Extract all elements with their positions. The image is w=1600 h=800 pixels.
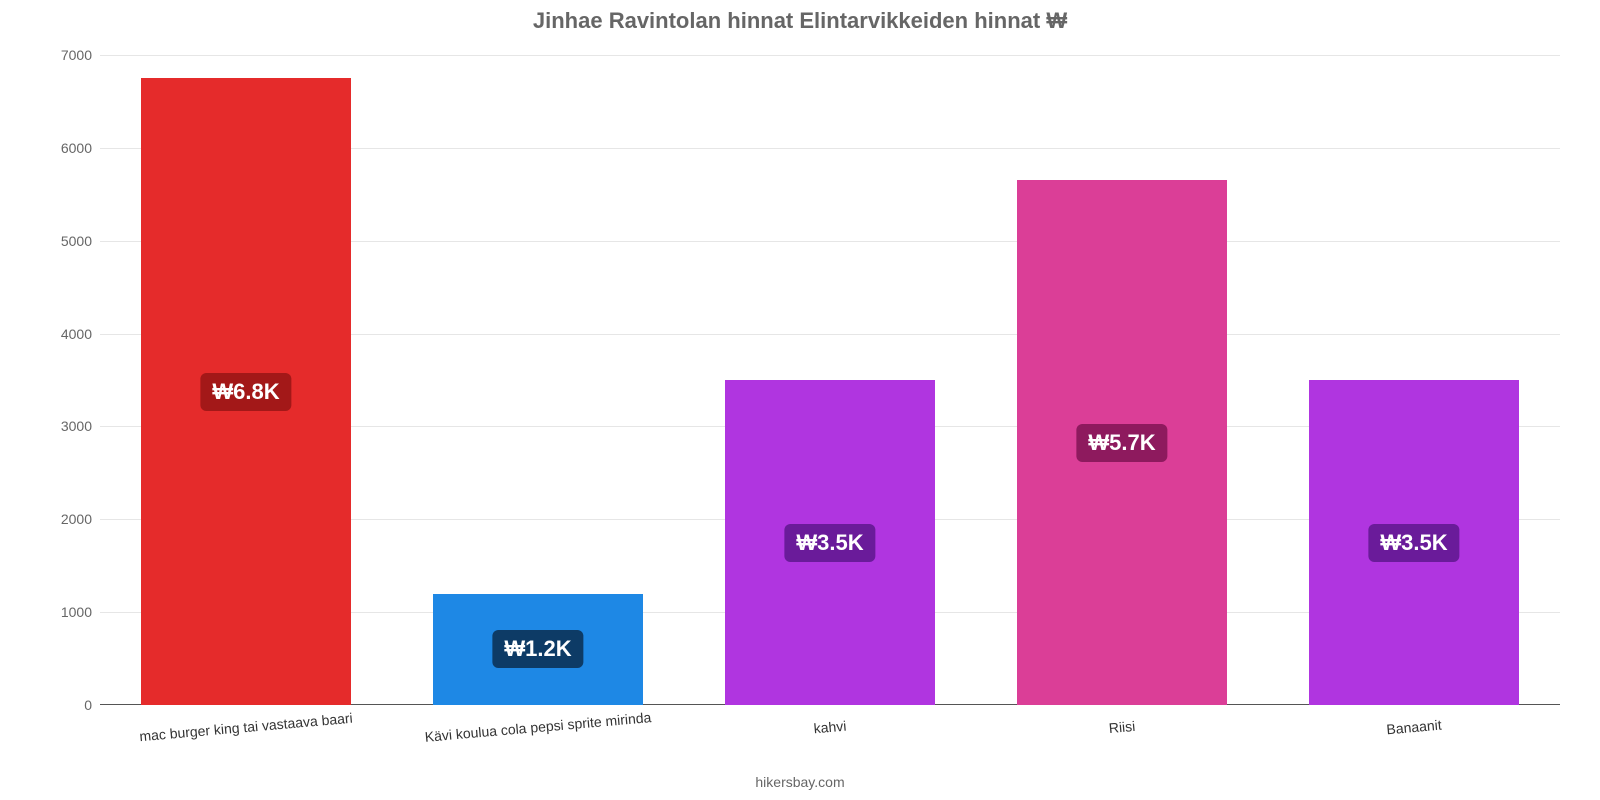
attribution-text: hikersbay.com [755,774,844,790]
bar-value-label: ₩6.8K [200,373,291,411]
chart-title: Jinhae Ravintolan hinnat Elintarvikkeide… [0,0,1600,34]
y-tick-label: 7000 [61,47,100,63]
bar-value-label: ₩3.5K [784,524,875,562]
x-tick-label: mac burger king tai vastaava baari [139,710,354,745]
bar-value-label: ₩3.5K [1368,524,1459,562]
x-tick-label: kahvi [813,718,847,737]
x-tick-label: Riisi [1108,718,1136,736]
x-tick-label: Kävi koulua cola pepsi sprite mirinda [424,709,652,745]
x-axis-labels: mac burger king tai vastaava baariKävi k… [100,719,1560,779]
y-tick-label: 4000 [61,326,100,342]
y-tick-label: 2000 [61,511,100,527]
plot-area: 01000200030004000500060007000₩6.8K₩1.2K₩… [100,55,1560,705]
bar-value-label: ₩5.7K [1076,424,1167,462]
y-tick-label: 5000 [61,233,100,249]
x-tick-label: Banaanit [1386,717,1442,738]
y-tick-label: 6000 [61,140,100,156]
bar-value-label: ₩1.2K [492,630,583,668]
y-tick-label: 3000 [61,418,100,434]
grid-line [100,55,1560,56]
chart-container: Jinhae Ravintolan hinnat Elintarvikkeide… [0,0,1600,800]
y-tick-label: 0 [84,697,100,713]
y-tick-label: 1000 [61,604,100,620]
